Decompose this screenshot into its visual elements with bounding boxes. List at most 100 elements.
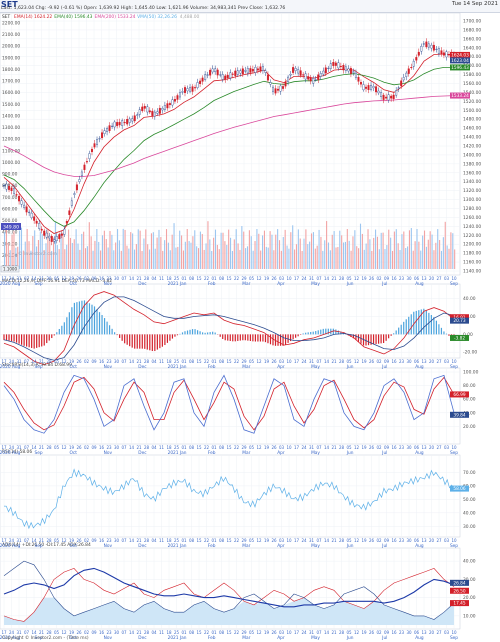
x-tick-label: 14	[129, 359, 135, 364]
volume-scale-label: 300.00	[2, 241, 18, 247]
volume-bar	[86, 246, 88, 269]
price-tag	[450, 51, 470, 58]
macd-hist-bar	[61, 325, 63, 335]
price-axis-label: 1380.00	[463, 161, 481, 167]
volume-scale-label: 1500.00	[2, 102, 20, 108]
macd-hist-bar	[277, 334, 279, 346]
x-month-label: Oct	[70, 364, 78, 370]
volume-bar	[113, 250, 115, 269]
volume-bar	[103, 230, 105, 269]
candle-body	[334, 62, 337, 66]
x-tick-label: 16	[391, 630, 397, 635]
volume-bar	[305, 229, 307, 269]
candle-body	[282, 86, 285, 89]
x-tick-label: 01	[181, 359, 187, 364]
candle-body	[254, 66, 257, 73]
volume-bar	[96, 229, 98, 269]
volume-scale-label: 1600.00	[2, 90, 20, 96]
macd-hist-bar	[149, 334, 151, 351]
price-axis-label: 1240.00	[463, 224, 481, 230]
x-tick-label: 28	[46, 630, 52, 635]
x-tick-label: 16	[99, 445, 105, 450]
x-tick-label: 02	[376, 445, 382, 450]
candle-body	[35, 220, 38, 224]
x-tick-label: 16	[99, 630, 105, 635]
x-tick-label: 05	[249, 445, 255, 450]
adx-tag	[450, 579, 469, 586]
volume-bar	[235, 229, 237, 269]
x-tick-label: 14	[129, 630, 135, 635]
macd-hist-bar	[204, 332, 206, 335]
candle-body	[78, 179, 81, 182]
x-tick-label: 20	[429, 538, 435, 543]
x-tick-label: 07	[24, 538, 30, 543]
price-axis-label: 1340.00	[463, 179, 481, 185]
x-tick-label: 23	[399, 359, 405, 364]
x-month-label: Nov	[104, 450, 113, 456]
x-tick-label: 23	[106, 538, 112, 543]
volume-bar	[100, 250, 102, 269]
x-tick-label: 28	[144, 276, 150, 281]
x-tick-label: 09	[384, 630, 390, 635]
x-tick-label: 09	[91, 359, 97, 364]
macd-hist-bar	[239, 334, 241, 341]
macd-hist-bar	[66, 317, 68, 335]
candle-body	[445, 51, 448, 58]
volume-bar	[254, 241, 256, 269]
date-label: Tue 14 Sep 2021	[451, 1, 498, 7]
volume-bar	[207, 221, 209, 269]
x-tick-label: 25	[174, 445, 180, 450]
candle-body	[68, 210, 71, 215]
volume-bar	[356, 246, 358, 269]
macd-hist-bar	[56, 332, 58, 335]
x-tick-label: 19	[264, 630, 270, 635]
volume-bar	[437, 229, 439, 269]
candle-body	[141, 106, 144, 112]
x-tick-label: 03	[444, 276, 450, 281]
x-tick-label: 28	[339, 445, 345, 450]
volume-bar	[346, 229, 348, 269]
candle-body	[284, 81, 287, 87]
volume-bar	[115, 242, 117, 269]
x-tick-label: 12	[256, 359, 262, 364]
x-tick-label: 14	[324, 276, 330, 281]
candle-body	[327, 67, 330, 69]
volume-bar	[373, 237, 375, 269]
volume-bar	[230, 237, 232, 269]
macd-hist-bar	[332, 328, 334, 335]
volume-bar	[327, 242, 330, 269]
candle-body	[123, 122, 126, 124]
volume-bar	[365, 243, 367, 269]
macd-hist-bar	[448, 334, 450, 336]
x-tick-label: 11	[159, 276, 165, 281]
candle-body	[410, 67, 413, 69]
volume-bar	[375, 229, 377, 269]
x-tick-label: 22	[204, 276, 210, 281]
price-axis-label: 1460.00	[463, 126, 481, 132]
macd-hist-bar	[325, 328, 327, 335]
adx-line	[3, 567, 455, 608]
volume-bar	[263, 230, 265, 269]
x-tick-label: 05	[249, 630, 255, 635]
macd-hist-bar	[10, 334, 13, 342]
x-tick-label: 24	[9, 359, 15, 364]
x-tick-label: 06	[414, 276, 420, 281]
candle-body	[412, 60, 415, 67]
x-tick-label: 24	[301, 276, 307, 281]
rsi-axis-label: 30.00	[463, 524, 476, 530]
volume-bar	[412, 250, 414, 269]
volume-bar	[395, 229, 397, 269]
volume-bar	[107, 247, 109, 269]
x-month-label: Mar	[242, 364, 250, 370]
volume-bar	[182, 250, 185, 269]
volume-bar	[414, 241, 416, 269]
x-tick-label: 31	[309, 445, 315, 450]
volume-bar	[58, 249, 60, 269]
volume-bar	[388, 229, 390, 269]
x-tick-label: 05	[346, 630, 352, 635]
macd-hist-bar	[174, 334, 176, 337]
x-month-label: Oct	[70, 281, 78, 287]
macd-hist-bar	[322, 328, 324, 335]
x-month-label: Jul	[381, 543, 387, 549]
candle-body	[93, 143, 96, 148]
